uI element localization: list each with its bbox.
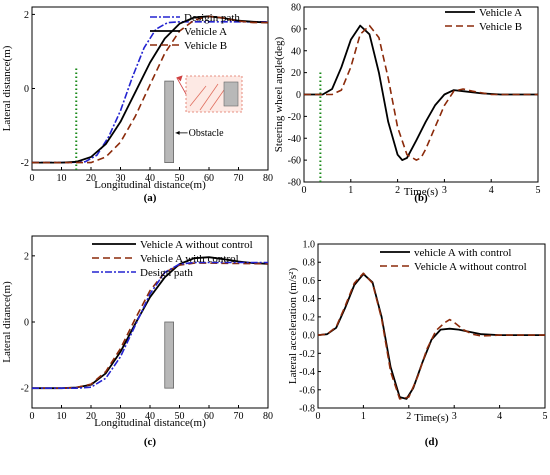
x-tick-label: 30: [116, 411, 126, 422]
panel-label: (c): [144, 436, 157, 448]
x-tick-label: 3: [442, 185, 447, 196]
x-axis-label: Longitudinal distance(m): [94, 417, 206, 429]
x-tick-label: 20: [86, 411, 96, 422]
legend-label: Vehicle A: [184, 26, 227, 38]
x-tick-label: 80: [263, 411, 273, 422]
legend-label: Vehicle B: [479, 21, 522, 33]
x-tick-label: 0: [302, 185, 307, 196]
y-axis-label: Lateral distance(m): [1, 45, 13, 131]
series-line-1: [32, 256, 269, 390]
x-axis-label: Longitudinal distance(m): [94, 179, 206, 191]
y-tick-label: -0.6: [299, 385, 315, 396]
y-axis-label: Steering wheel angle(deg): [273, 36, 285, 152]
x-tick-label: 4: [497, 411, 502, 422]
y-tick-label: 20: [291, 68, 301, 79]
legend-label: Design path: [140, 267, 193, 279]
x-tick-label: 2: [395, 185, 400, 196]
y-tick-label: -40: [288, 134, 301, 145]
y-tick-label: -0.2: [299, 349, 315, 360]
y-tick-label: 0.6: [303, 276, 316, 287]
legend-label: Desigin path: [184, 12, 240, 24]
y-tick-label: 0: [24, 318, 29, 329]
x-tick-label: 10: [57, 173, 67, 184]
y-tick-label: 0.4: [303, 294, 316, 305]
x-tick-label: 3: [452, 411, 457, 422]
x-tick-label: 50: [175, 173, 185, 184]
series-line-1: [304, 24, 538, 162]
legend-label: Vehicle A with control: [140, 253, 239, 265]
series-line-3: [32, 15, 268, 164]
x-tick-label: 20: [86, 173, 96, 184]
y-tick-label: 2: [24, 251, 29, 262]
y-tick-label: 0.8: [303, 258, 316, 269]
panel-label: (a): [144, 192, 157, 204]
x-tick-label: 2: [406, 411, 411, 422]
x-tick-label: 1: [361, 411, 366, 422]
y-tick-label: 80: [291, 3, 301, 14]
y-tick-label: -2: [21, 158, 29, 169]
legend-label: vehicle A with control: [414, 247, 511, 259]
legend-label: Vehicle A without control: [414, 261, 527, 273]
chart-panel-4: 0 1 2 3 4 5 -0.8 -0.6 -0.4 -0.2 0.0 0.2 0.4 0.6 0.8 1.0…: [287, 240, 548, 449]
y-tick-label: -0.4: [299, 367, 315, 378]
zoom-connector: [176, 77, 187, 95]
obstacle-block: [164, 80, 174, 163]
y-tick-label: -2: [21, 384, 29, 395]
series-line-2: [317, 272, 545, 400]
series-line-3: [32, 261, 268, 390]
y-tick-label: -60: [288, 156, 301, 167]
x-tick-label: 0: [30, 173, 35, 184]
y-axis-label: Lateral acceleration (m/s²): [287, 268, 299, 385]
x-tick-label: 10: [57, 411, 67, 422]
x-tick-label: 70: [234, 173, 244, 184]
y-tick-label: -20: [288, 112, 301, 123]
chart-panel-3: 0 10 20 30 40 50 60 70 80 -2 0 2 Longitudinal distan…: [1, 235, 273, 448]
x-tick-label: 0: [30, 411, 35, 422]
x-tick-label: 60: [204, 173, 214, 184]
obstacle-label: Obstacle: [189, 128, 225, 139]
y-tick-label: 1.0: [303, 240, 316, 251]
x-tick-label: 70: [234, 411, 244, 422]
x-tick-label: 50: [175, 411, 185, 422]
x-axis-label: Time(s): [414, 412, 449, 424]
obstacle-pointer-arrow: [175, 130, 180, 135]
y-tick-label: 0: [24, 84, 29, 95]
zoom-connector-arrow: [176, 75, 183, 82]
y-tick-label: -80: [288, 178, 301, 189]
x-axis-label: Time(s): [404, 186, 439, 198]
y-tick-label: 0.2: [303, 312, 316, 323]
x-tick-label: 40: [145, 411, 155, 422]
chart-panel-2: 0 1 2 3 4 5 -80 -60 -40 -20 0 20 40 60 80 Time(s) Steeri…: [273, 3, 541, 205]
x-tick-label: 30: [116, 173, 126, 184]
x-tick-label: 5: [543, 411, 548, 422]
x-tick-label: 40: [145, 173, 155, 184]
y-tick-label: 40: [291, 46, 301, 57]
series-line-2: [304, 24, 538, 161]
legend-label: Vehicle B: [184, 40, 227, 52]
zoom-inset-obstacle: [223, 81, 239, 107]
panel-label: (d): [425, 436, 439, 448]
panel-label: (b): [414, 192, 428, 204]
series-line-1: [32, 20, 268, 164]
x-tick-label: 5: [536, 185, 541, 196]
x-tick-label: 4: [489, 185, 494, 196]
x-tick-label: 60: [204, 411, 214, 422]
y-axis-label: Lateral ditance(m): [1, 281, 13, 363]
y-tick-label: -0.8: [299, 404, 315, 415]
y-tick-label: 0: [296, 90, 301, 101]
y-tick-label: 0.0: [303, 331, 316, 342]
series-line-2: [32, 262, 269, 390]
y-tick-label: 60: [291, 24, 301, 35]
obstacle-block: [164, 321, 174, 389]
y-tick-label: 2: [24, 10, 29, 21]
x-tick-label: 1: [348, 185, 353, 196]
zoom-inset-path: [189, 83, 225, 111]
x-tick-label: 80: [263, 173, 273, 184]
x-tick-label: 0: [316, 411, 321, 422]
legend-label: Vehicle A without control: [140, 239, 253, 251]
legend-label: Vehicle A: [479, 7, 522, 19]
plot-frame: [317, 243, 546, 409]
